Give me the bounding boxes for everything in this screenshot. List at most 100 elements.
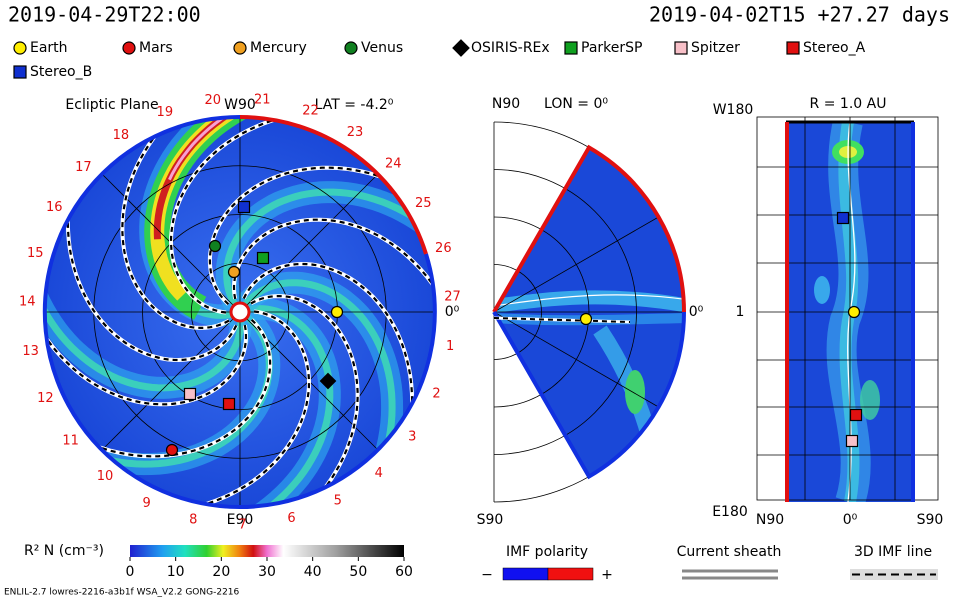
negative-polarity-rim	[492, 310, 686, 480]
footer: ENLIL-2.7 lowres-2216-a3b1f WSA_V2.2 GON…	[4, 588, 240, 598]
body-marker	[836, 211, 850, 225]
body-marker	[227, 265, 241, 279]
body-marker	[849, 408, 863, 422]
day-label: 9	[142, 496, 150, 511]
day-label: 11	[62, 434, 79, 449]
legend-label: OSIRIS-REx	[471, 40, 550, 56]
body-marker	[183, 387, 197, 401]
imf-positive	[547, 567, 594, 581]
colorbar-tick-label: 20	[212, 564, 230, 580]
sheath-title: Current sheath	[677, 544, 782, 560]
body-marker	[122, 41, 136, 55]
day-label: 4	[375, 466, 383, 481]
run-info: 2019-04-02T15 +27.27 days	[649, 3, 950, 27]
body-marker	[222, 397, 236, 411]
x-label: N90	[756, 512, 784, 528]
body-marker	[330, 305, 344, 319]
colorbar-scale	[130, 545, 404, 557]
sun	[229, 301, 251, 323]
legend-label: Mars	[139, 40, 173, 56]
body-marker	[786, 41, 800, 55]
colorbar-tick-label: 40	[304, 564, 322, 580]
ecliptic-panel: Ecliptic Plane LAT = -4.2⁰ W90 E90 0⁰ 12…	[19, 93, 461, 533]
body-marker	[233, 41, 247, 55]
body-marker	[13, 65, 27, 79]
field-line	[66, 159, 238, 362]
field-line	[169, 117, 335, 314]
grid-spoke	[101, 311, 241, 451]
field-line	[232, 218, 435, 341]
day-label: 21	[254, 93, 271, 108]
imf-title: IMF polarity	[506, 544, 588, 560]
day-label: 12	[37, 391, 54, 406]
panel-title: R = 1.0 AU	[810, 96, 887, 112]
legend-label: Spitzer	[691, 40, 740, 56]
grid-spoke	[239, 173, 379, 313]
colorbar-label: R² N (cm⁻³)	[24, 543, 104, 559]
colorbar-tick-label: 0	[126, 564, 135, 580]
body-marker	[579, 312, 593, 326]
imf3d-title: 3D IMF line	[854, 544, 932, 560]
day-label: 16	[46, 200, 63, 215]
positive-polarity-rim	[492, 144, 686, 314]
day-label: 18	[113, 128, 130, 143]
x-label: S90	[917, 512, 944, 528]
meridional-panel: N90 LON = 0⁰ S90 0⁰	[477, 96, 704, 528]
day-label: 5	[334, 494, 342, 509]
imf-minus: −	[481, 567, 493, 583]
density-band	[45, 253, 245, 392]
density-band	[241, 279, 396, 497]
day-label: 14	[19, 295, 36, 310]
colorbar: R² N (cm⁻³) 0 10 20 30 40 50 60	[24, 543, 413, 580]
day-label: 22	[302, 104, 319, 119]
legend-label: Venus	[361, 40, 403, 56]
positive-polarity-rim	[239, 115, 428, 255]
right-label: 0⁰	[445, 304, 460, 320]
colorbar-tick-label: 10	[167, 564, 185, 580]
bottom-label: S90	[477, 512, 504, 528]
day-label: 7	[238, 517, 246, 532]
latitude: LAT = -4.2⁰	[315, 97, 394, 113]
bottom-label: E180	[712, 504, 748, 520]
day-label: 27	[444, 290, 461, 305]
day-label: 8	[189, 512, 197, 527]
body-marker	[208, 239, 222, 253]
cme-band	[168, 117, 275, 181]
legend-label: Stereo_A	[803, 40, 866, 56]
legend-label: ParkerSP	[581, 40, 642, 56]
markers	[165, 200, 863, 457]
radial-panel: W180 R = 1.0 AU 1 E180 N90 0⁰ S90	[712, 96, 943, 528]
body-marker	[847, 305, 861, 319]
time-stamp: 2019-04-29T22:00	[8, 3, 201, 27]
day-label: 3	[408, 430, 416, 445]
day-label: 26	[435, 241, 452, 256]
grid-spoke	[493, 311, 659, 408]
field-line	[145, 310, 311, 507]
body-marker	[564, 41, 578, 55]
day-label: 20	[205, 93, 222, 108]
body-marker	[344, 41, 358, 55]
day-label: 2	[432, 387, 440, 402]
body-marker	[237, 200, 251, 214]
mid-label: 1	[736, 304, 745, 320]
colorbar-tick-label: 50	[349, 564, 367, 580]
body-marker	[674, 41, 688, 55]
right-label: 0⁰	[689, 304, 704, 320]
legend-label: Earth	[30, 40, 68, 56]
day-label: 24	[385, 157, 402, 172]
day-label: 25	[415, 196, 432, 211]
body-marker	[845, 434, 859, 448]
top-label: W90	[224, 97, 256, 113]
body-marker	[319, 372, 337, 390]
top-label: N90	[492, 96, 520, 112]
legend: Earth Mars Mercury Venus OSIRIS-REx ParkerSP S…	[13, 39, 866, 80]
field-line	[250, 294, 359, 507]
day-label: 13	[22, 344, 39, 359]
x-label: 0⁰	[843, 512, 858, 528]
longitude: LON = 0⁰	[544, 96, 608, 112]
imf-plus: +	[601, 567, 613, 583]
body-marker	[13, 41, 27, 55]
imf-negative	[502, 567, 549, 581]
negative-polarity-rim	[42, 115, 437, 509]
